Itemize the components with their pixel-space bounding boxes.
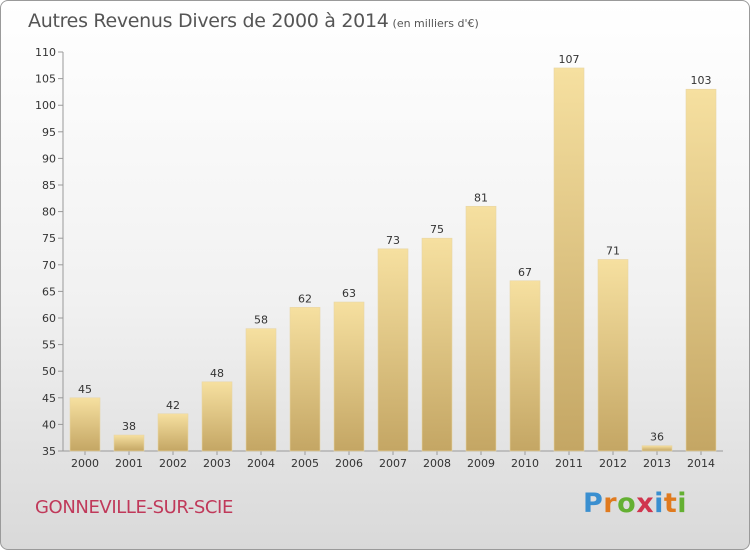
y-tick-label: 70: [42, 259, 56, 272]
bar-2009: [465, 205, 497, 452]
y-tick-label: 55: [42, 339, 56, 352]
chart-subtitle: (en milliers d'€): [392, 17, 479, 30]
bar-2002: [157, 413, 189, 452]
data-label-2008: 75: [430, 223, 444, 236]
x-tick-label: 2001: [115, 457, 143, 470]
y-tick-label: 95: [42, 126, 56, 139]
data-label-2007: 73: [386, 234, 400, 247]
data-label-2003: 48: [210, 367, 224, 380]
bar-2010: [509, 280, 541, 452]
bar-2001: [113, 434, 145, 452]
y-tick-label: 110: [35, 46, 56, 59]
x-tick-label: 2002: [159, 457, 187, 470]
data-label-2013: 36: [650, 431, 664, 444]
data-label-2014: 103: [691, 74, 712, 87]
y-tick-label: 45: [42, 392, 56, 405]
bar-2014: [685, 88, 717, 452]
location-name: GONNEVILLE-SUR-SCIE: [35, 497, 233, 518]
y-tick-label: 50: [42, 365, 56, 378]
bar-2003: [201, 381, 233, 452]
y-tick-label: 60: [42, 312, 56, 325]
x-tick-label: 2003: [203, 457, 231, 470]
data-label-2009: 81: [474, 191, 488, 204]
x-tick-label: 2014: [687, 457, 715, 470]
y-tick-label: 75: [42, 232, 56, 245]
x-tick-label: 2011: [555, 457, 583, 470]
x-tick-label: 2012: [599, 457, 627, 470]
x-tick-label: 2004: [247, 457, 275, 470]
bar-2004: [245, 328, 277, 452]
x-tick-label: 2006: [335, 457, 363, 470]
y-tick-label: 65: [42, 285, 56, 298]
x-tick-label: 2000: [71, 457, 99, 470]
x-tick-label: 2005: [291, 457, 319, 470]
data-label-2010: 67: [518, 266, 532, 279]
data-label-2002: 42: [166, 399, 180, 412]
y-tick-label: 100: [35, 99, 56, 112]
data-label-2006: 63: [342, 287, 356, 300]
bar-2005: [289, 307, 321, 452]
data-label-2000: 45: [78, 383, 92, 396]
y-tick-label: 35: [42, 445, 56, 458]
bars-group: [69, 67, 717, 452]
bar-2007: [377, 248, 409, 452]
data-label-2005: 62: [298, 292, 312, 305]
proxiti-logo: Proxiti: [583, 488, 688, 519]
x-tick-label: 2013: [643, 457, 671, 470]
x-tick-label: 2010: [511, 457, 539, 470]
y-tick-label: 85: [42, 179, 56, 192]
y-tick-label: 105: [35, 73, 56, 86]
bar-2013: [641, 445, 673, 452]
x-tick-label: 2007: [379, 457, 407, 470]
data-labels-group: 45 38 42 48 58 62 63 73 75 81 67 107 71 36 103: [78, 53, 712, 444]
y-axis: 35 40 45 50 55 60 65 70 75 80 85 90 95 100 105 110: [35, 46, 64, 458]
data-label-2011: 107: [559, 53, 580, 66]
x-axis: 2000 2001 2002 2003 2004 2005 2006 2007 2008 2009…: [63, 450, 723, 470]
y-tick-label: 90: [42, 152, 56, 165]
x-tick-label: 2008: [423, 457, 451, 470]
data-label-2012: 71: [606, 244, 620, 257]
bar-2008: [421, 237, 453, 452]
y-tick-label: 40: [42, 418, 56, 431]
data-label-2004: 58: [254, 314, 268, 327]
chart-title: Autres Revenus Divers de 2000 à 2014 (en …: [28, 10, 479, 32]
bar-2006: [333, 301, 365, 452]
data-label-2001: 38: [122, 420, 136, 433]
chart-title-text: Autres Revenus Divers de 2000 à 2014: [28, 10, 389, 32]
bar-2000: [69, 397, 101, 452]
x-tick-label: 2009: [467, 457, 495, 470]
bar-2012: [597, 259, 629, 452]
bar-2011: [553, 67, 585, 452]
y-tick-label: 80: [42, 206, 56, 219]
